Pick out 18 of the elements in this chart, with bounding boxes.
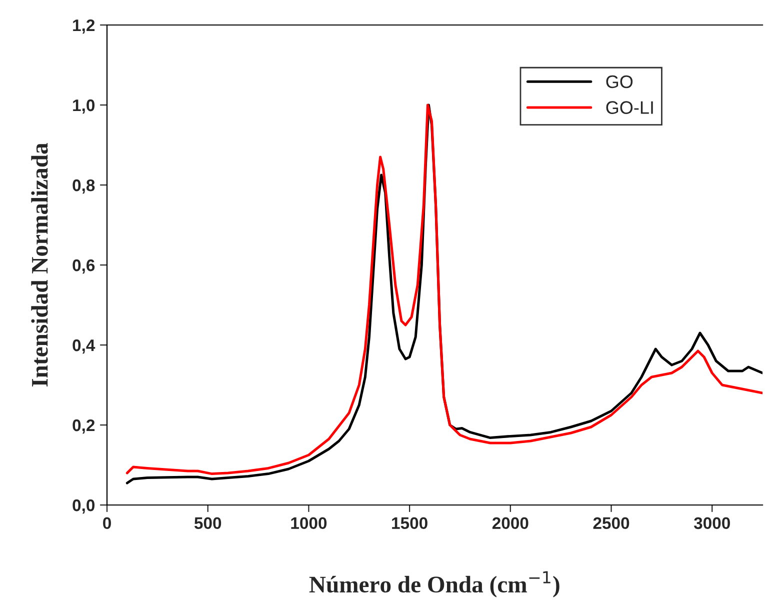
x-tick-label: 1000 — [291, 517, 327, 530]
x-tick-label: 0 — [103, 517, 111, 530]
y-tick-label: 1,0 — [73, 99, 95, 114]
y-tick-label: 1,2 — [73, 19, 95, 34]
y-tick-label: 0,6 — [72, 259, 95, 274]
y-tick-label: 0,8 — [72, 179, 95, 194]
y-tick-label: 0,4 — [72, 339, 96, 354]
legend-label: GO-LI — [606, 101, 653, 114]
y-axis-title: Intensidad Normalizada — [31, 143, 48, 387]
y-tick-label: 0,0 — [72, 499, 95, 514]
legend-label: GO — [606, 75, 633, 88]
x-tick-label: 500 — [194, 517, 222, 530]
y-tick-label: 0,2 — [72, 419, 95, 434]
x-tick-label: 3000 — [694, 517, 730, 530]
x-axis-title: Número de Onda (cm$^{−1}$) — [309, 571, 560, 598]
x-tick-label: 2000 — [492, 517, 528, 530]
x-tick-label: 1500 — [392, 517, 428, 530]
x-tick-label: 2500 — [593, 517, 630, 530]
